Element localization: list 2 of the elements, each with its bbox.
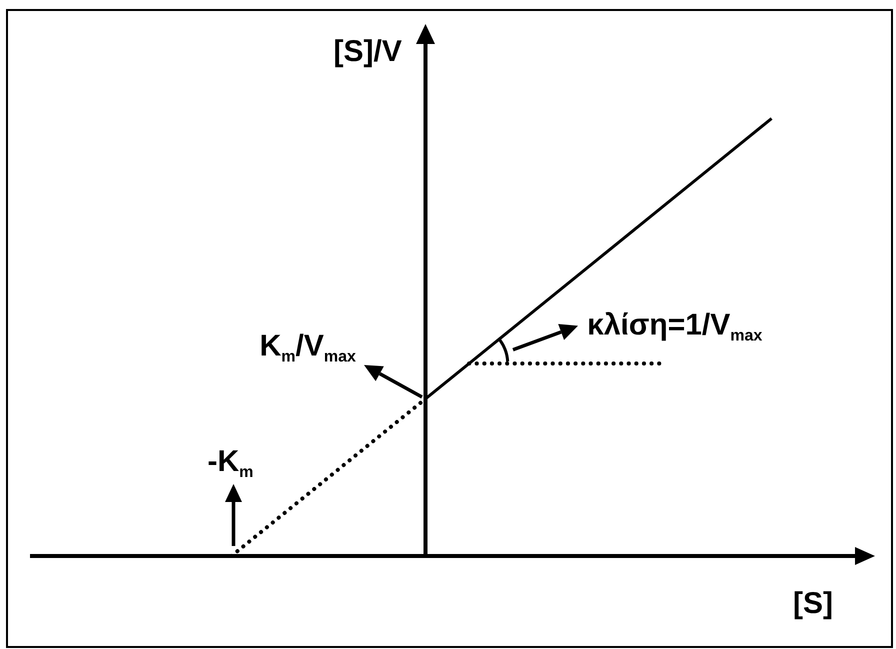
x-axis-title: [S] <box>793 587 834 620</box>
y-axis-title: [S]/V <box>334 35 402 68</box>
